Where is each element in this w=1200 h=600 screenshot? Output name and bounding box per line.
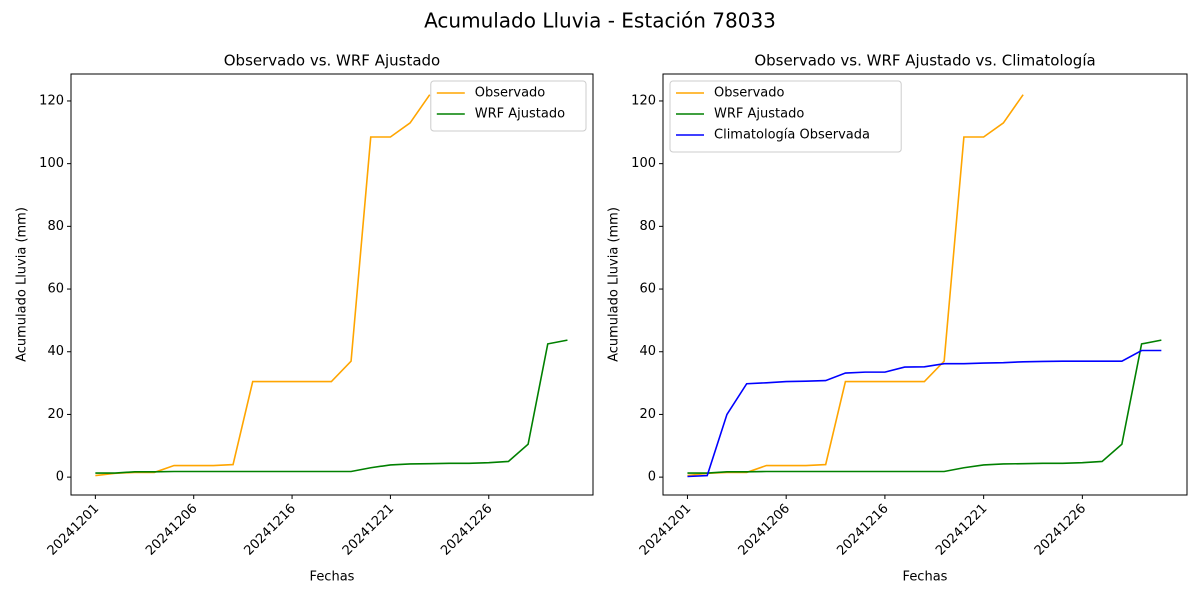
x-tick-label: 20241221 [933,501,990,558]
x-tick-label: 20241226 [1032,501,1089,558]
series-line [687,349,1162,478]
x-tick-label: 20241201 [637,501,694,558]
series-line [95,339,568,474]
y-tick-label: 20 [639,407,656,422]
plot-frame [662,73,1188,496]
figure-title: Acumulado Lluvia - Estación 78033 [424,9,776,33]
x-tick-label: 20241206 [143,501,200,558]
x-tick-label: 20241226 [438,501,495,558]
y-tick-label: 0 [648,470,656,485]
y-tick-label: 40 [47,344,64,359]
x-tick-label: 20241216 [241,501,298,558]
y-tick-label: 40 [639,344,656,359]
legend-box [430,80,587,132]
y-tick-label: 80 [639,219,656,234]
y-tick-label: 60 [47,282,64,297]
y-tick-label: 60 [639,282,656,297]
legend-label: Observado [714,86,785,101]
y-tick-label: 100 [39,156,64,171]
legend-box [669,80,902,153]
y-axis-label: Acumulado Lluvia (mm) [607,207,622,362]
legend-label: Observado [475,86,546,101]
legend-label: WRF Ajustado [475,107,565,122]
legend: Observado WRF Ajustado Climatología Observ… [669,80,902,153]
y-tick-label: 100 [631,156,656,171]
legend-label: WRF Ajustado [714,107,804,122]
y-tick-label: 80 [47,219,64,234]
x-tick-label: 20241206 [736,501,793,558]
legend: Observado WRF Ajustado [430,80,587,132]
x-tick-label: 20241221 [340,501,397,558]
subplot-title: Observado vs. WRF Ajustado vs. Climatolo… [754,52,1095,70]
y-tick-label: 120 [39,93,64,108]
subplot: Observado vs. WRF Ajustado 0 20 40 60 80 100 12… [15,52,594,585]
x-tick-label: 20241216 [834,501,891,558]
series-line [95,94,431,477]
x-axis-label: Fechas [903,570,948,585]
subplot: Observado vs. WRF Ajustado vs. Climatolo… [607,52,1188,585]
y-tick-label: 20 [47,407,64,422]
y-axis-label: Acumulado Lluvia (mm) [15,207,30,362]
subplot-title: Observado vs. WRF Ajustado [224,52,440,70]
y-tick-label: 0 [56,470,64,485]
plot-frame [70,73,594,496]
x-tick-label: 20241201 [45,501,102,558]
y-tick-label: 120 [631,93,656,108]
series-line [687,339,1162,474]
x-axis-label: Fechas [310,570,355,585]
legend-label: Climatología Observada [714,128,870,143]
